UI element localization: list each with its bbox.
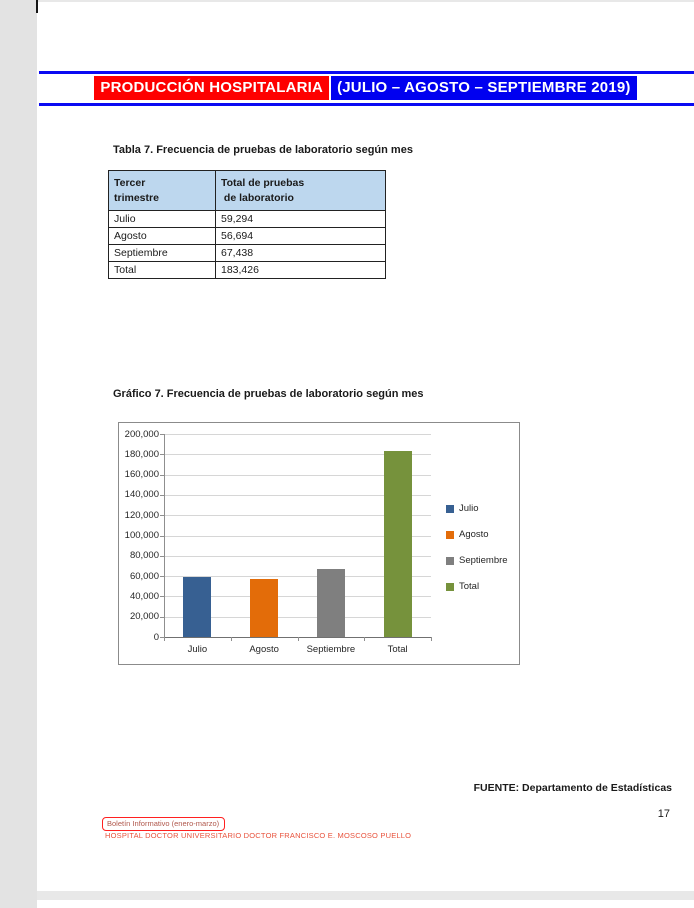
y-axis-tick-label: 140,000 (124, 489, 159, 501)
row-label: Julio (108, 210, 216, 228)
y-axis-tick (160, 515, 164, 517)
row-label: Total (108, 261, 216, 279)
legend-swatch-icon (446, 504, 454, 513)
lab-table-body: Julio 59,294 Agosto 56,694 Septiembre 67,438 T… (108, 210, 386, 279)
banner-period: (JULIO – AGOSTO – SEPTIEMBRE 2019) (331, 76, 637, 100)
y-axis-tick (160, 535, 164, 537)
footer-hospital-name: HOSPITAL DOCTOR UNIVERSITARIO DOCTOR FRA… (105, 831, 412, 840)
x-axis-tick (297, 637, 299, 641)
y-axis-tick (160, 474, 164, 476)
y-axis-tick-label: 20,000 (129, 611, 159, 623)
x-axis-category-label: Agosto (249, 644, 279, 655)
bar-agosto (250, 579, 279, 637)
next-page-edge (37, 900, 694, 908)
y-axis-tick (160, 434, 164, 435)
row-value: 183,426 (215, 261, 386, 279)
viewer-left-margin (0, 0, 37, 908)
legend-swatch-icon (446, 530, 454, 539)
y-axis-tick (160, 576, 164, 578)
header-rule-bottom (39, 103, 694, 106)
row-label: Septiembre (108, 244, 216, 262)
bar-chart: 0 20,000 40,000 60,000 80,000 100,000 120,000 1… (118, 422, 520, 665)
table-row: Agosto 56,694 (108, 227, 386, 245)
y-axis-tick-label: 180,000 (124, 448, 159, 460)
banner-title: PRODUCCIÓN HOSPITALARIA (94, 76, 330, 100)
chart-title: Gráfico 7. Frecuencia de pruebas de labo… (113, 388, 424, 400)
page-header-banner: PRODUCCIÓN HOSPITALARIA (JULIO – AGOSTO … (37, 76, 694, 100)
page-number: 17 (657, 808, 670, 820)
legend-swatch-icon (446, 556, 454, 565)
y-axis-tick (160, 494, 164, 496)
y-axis-tick (160, 616, 164, 618)
y-axis-tick-label: 200,000 (124, 428, 159, 440)
legend-item: Total (446, 581, 479, 592)
legend-item: Agosto (446, 529, 489, 540)
x-axis-category-label: Julio (187, 644, 208, 655)
footer-boletin-badge: Boletín Informativo (enero-marzo) (102, 817, 226, 831)
x-axis-tick (230, 637, 232, 641)
y-axis-tick-label: 160,000 (124, 469, 159, 481)
gridline (164, 555, 431, 557)
bar-julio (183, 576, 212, 637)
gridline (164, 576, 431, 578)
y-axis-tick (160, 555, 164, 557)
table-row: Septiembre 67,438 (108, 244, 386, 262)
y-axis-line (164, 434, 165, 637)
page-edge-mark (36, 0, 38, 13)
table-title: Tabla 7. Frecuencia de pruebas de labora… (113, 144, 413, 156)
row-value: 56,694 (215, 227, 386, 245)
x-axis-category-label: Septiembre (306, 644, 356, 655)
table-row: Julio 59,294 (108, 210, 386, 228)
legend-item: Julio (446, 503, 479, 514)
x-axis-tick (431, 637, 432, 641)
y-axis-tick-label: 100,000 (124, 530, 159, 541)
gridline (164, 434, 431, 435)
x-axis-tick (364, 637, 366, 641)
y-axis-tick-label: 40,000 (129, 590, 159, 602)
document-page: PRODUCCIÓN HOSPITALARIA (JULIO – AGOSTO … (37, 2, 694, 891)
legend-label: Julio (459, 503, 479, 514)
page-break-gap (37, 891, 694, 900)
lab-frequency-table: Tercer trimestre Total de pruebas de lab… (108, 170, 386, 279)
legend-label: Total (459, 581, 480, 592)
legend-label: Agosto (459, 529, 489, 540)
legend-item: Septiembre (446, 555, 508, 566)
header-rule-top (39, 71, 694, 74)
gridline (164, 596, 431, 598)
table-header-row: Tercer trimestre Total de pruebas de lab… (108, 170, 386, 211)
y-axis-tick (160, 637, 164, 638)
table-row: Total 183,426 (108, 261, 386, 279)
gridline (164, 535, 431, 537)
bar-septiembre (316, 568, 345, 637)
y-axis-tick-label: 60,000 (129, 570, 159, 582)
gridline (164, 454, 431, 456)
row-value: 67,438 (215, 244, 386, 262)
bar-total (383, 450, 412, 637)
source-note: FUENTE: Departamento de Estadísticas (473, 782, 672, 794)
y-axis-tick (160, 596, 164, 598)
y-axis-tick-label: 80,000 (129, 550, 159, 562)
row-label: Agosto (108, 227, 216, 245)
gridline (164, 616, 431, 618)
y-axis-tick-label: 120,000 (124, 509, 159, 521)
y-axis-tick (160, 454, 164, 456)
row-value: 59,294 (215, 210, 386, 228)
x-axis-category-label: Total (387, 644, 408, 655)
x-axis-tick (164, 637, 165, 641)
gridline (164, 474, 431, 476)
header-cell-total: Total de pruebas de laboratorio (215, 170, 386, 211)
header-cell-trimestre: Tercer trimestre (108, 170, 216, 211)
gridline (164, 515, 431, 517)
legend-swatch-icon (446, 582, 454, 591)
gridline (164, 494, 431, 496)
legend-label: Septiembre (459, 555, 508, 566)
y-axis-tick-label: 0 (153, 631, 159, 643)
